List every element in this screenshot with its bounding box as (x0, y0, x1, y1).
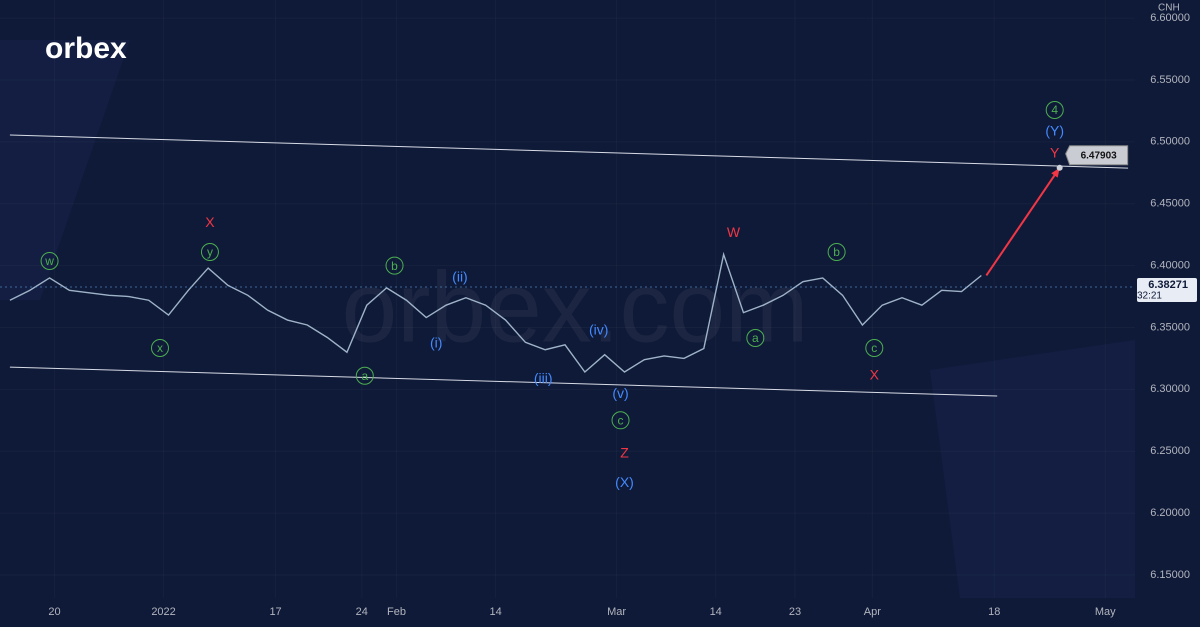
wave-circle (746, 328, 765, 347)
x-tick-label: 18 (988, 606, 1000, 618)
y-tick-label: 6.55000 (1150, 74, 1190, 86)
x-tick-label: 2022 (151, 606, 175, 618)
wave-circle (865, 339, 884, 358)
x-tick-label: Mar (607, 606, 626, 618)
wave-label: Z (620, 445, 629, 461)
trendline (9, 134, 1129, 169)
price-box (1137, 277, 1197, 302)
wave-label: 4 (1051, 103, 1058, 117)
x-tick-label: 24 (356, 606, 368, 618)
y-tick-label: 6.25000 (1150, 445, 1190, 457)
x-tick-label: Apr (864, 606, 881, 618)
projection-arrow (985, 167, 1061, 277)
wave-label: a (361, 369, 368, 383)
y-tick-label: 6.40000 (1150, 259, 1190, 271)
wave-label: Y (1050, 145, 1060, 161)
wave-label: (iii) (534, 370, 553, 386)
watermark: orbex.com (342, 251, 809, 363)
wave-label: b (391, 259, 398, 273)
target-label: 6.47903 (1081, 150, 1118, 161)
wave-label: c (871, 341, 877, 355)
wave-label: W (727, 224, 741, 240)
wave-label: (ii) (452, 268, 468, 284)
wave-label: X (870, 367, 880, 383)
target-point (1056, 164, 1063, 171)
y-tick-label: 6.35000 (1150, 321, 1190, 333)
x-tick-label: 23 (789, 606, 801, 618)
bg-shape (0, 40, 130, 300)
wave-circle (611, 411, 630, 430)
bg-shape (930, 340, 1135, 598)
x-tick-label: 20 (48, 606, 60, 618)
arrow-head (1051, 167, 1060, 178)
wave-label: (Y) (1045, 122, 1064, 138)
price-line (9, 251, 982, 374)
wave-label: x (157, 341, 163, 355)
x-tick-label: 17 (269, 606, 281, 618)
current-price: 6.38271 (1148, 279, 1188, 291)
wave-label: X (205, 214, 215, 230)
wave-label: b (833, 245, 840, 259)
y-tick-label: 6.50000 (1150, 136, 1190, 148)
wave-circle (827, 242, 846, 261)
y-tick-label: 6.20000 (1150, 507, 1190, 519)
wave-label: (v) (612, 385, 628, 401)
wave-circle (355, 366, 374, 385)
logo: orbex (45, 32, 127, 65)
wave-label: (i) (430, 335, 442, 351)
wave-label: (iv) (589, 322, 608, 338)
wave-circle (40, 252, 59, 271)
wave-circle (150, 339, 169, 358)
wave-circle (385, 256, 404, 275)
target-box (1065, 145, 1129, 166)
wave-label: y (207, 245, 213, 259)
wave-circle (200, 242, 219, 261)
x-tick-label: May (1095, 606, 1116, 618)
wave-label: (X) (615, 474, 634, 490)
x-tick-label: 14 (490, 606, 502, 618)
wave-circle (1045, 101, 1064, 120)
wave-label: w (44, 254, 54, 268)
x-tick-label: Feb (387, 606, 406, 618)
wave-label: a (752, 331, 759, 345)
x-tick-label: 14 (710, 606, 722, 618)
currency: CNH (1158, 3, 1180, 14)
y-tick-label: 6.60000 (1150, 12, 1190, 24)
wave-label: c (618, 413, 624, 427)
trendline (9, 366, 998, 397)
y-tick-label: 6.15000 (1150, 569, 1190, 581)
y-tick-label: 6.30000 (1150, 383, 1190, 395)
y-tick-label: 6.45000 (1150, 198, 1190, 210)
countdown: 32:21 (1137, 291, 1162, 302)
